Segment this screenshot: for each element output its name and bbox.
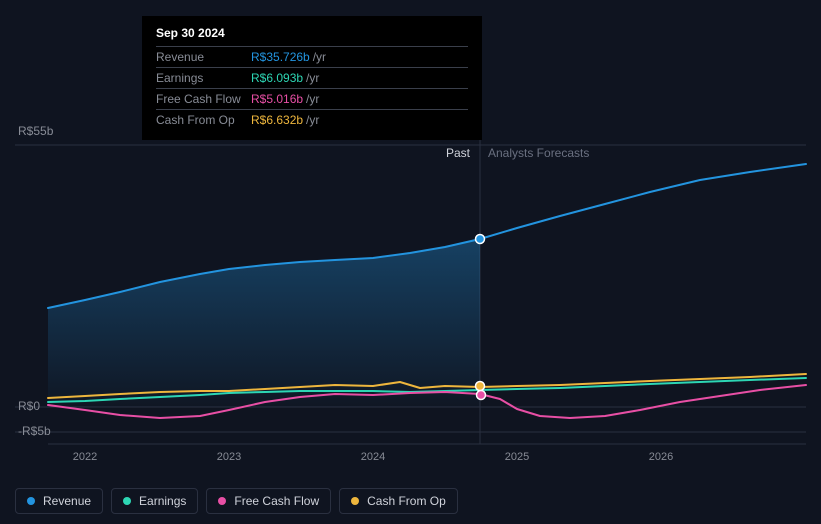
- legend-dot: [351, 497, 359, 505]
- financials-chart: Sep 30 2024 RevenueR$35.726b/yrEarningsR…: [0, 0, 821, 524]
- tooltip-date: Sep 30 2024: [156, 26, 468, 46]
- tooltip-row: EarningsR$6.093b/yr: [156, 67, 468, 88]
- tooltip-row: RevenueR$35.726b/yr: [156, 46, 468, 67]
- tooltip-metric-unit: /yr: [313, 50, 326, 64]
- tooltip-metric-unit: /yr: [306, 71, 319, 85]
- legend-label: Free Cash Flow: [234, 494, 319, 508]
- tooltip-metric-label: Cash From Op: [156, 113, 251, 127]
- chart-region-label: Past: [446, 146, 470, 160]
- tooltip-metric-value: R$6.632b: [251, 113, 303, 127]
- legend-item-earnings[interactable]: Earnings: [111, 488, 198, 514]
- tooltip-metric-label: Revenue: [156, 50, 251, 64]
- chart-tooltip: Sep 30 2024 RevenueR$35.726b/yrEarningsR…: [142, 16, 482, 140]
- x-axis-label: 2022: [73, 451, 97, 463]
- legend-label: Cash From Op: [367, 494, 446, 508]
- tooltip-row: Free Cash FlowR$5.016b/yr: [156, 88, 468, 109]
- x-axis-label: 2023: [217, 451, 241, 463]
- tooltip-metric-unit: /yr: [306, 113, 319, 127]
- tooltip-row: Cash From OpR$6.632b/yr: [156, 109, 468, 130]
- legend-item-revenue[interactable]: Revenue: [15, 488, 103, 514]
- y-axis-label: R$55b: [18, 124, 53, 138]
- legend-item-fcf[interactable]: Free Cash Flow: [206, 488, 331, 514]
- legend-dot: [218, 497, 226, 505]
- x-axis-label: 2025: [505, 451, 529, 463]
- legend-dot: [27, 497, 35, 505]
- tooltip-metric-unit: /yr: [306, 92, 319, 106]
- legend-item-cfo[interactable]: Cash From Op: [339, 488, 458, 514]
- tooltip-metric-value: R$6.093b: [251, 71, 303, 85]
- x-axis-label: 2026: [649, 451, 673, 463]
- y-axis-label: R$0: [18, 399, 40, 413]
- chart-region-label: Analysts Forecasts: [488, 146, 589, 160]
- tooltip-metric-value: R$5.016b: [251, 92, 303, 106]
- legend-label: Earnings: [139, 494, 186, 508]
- tooltip-metric-label: Free Cash Flow: [156, 92, 251, 106]
- chart-legend: Revenue Earnings Free Cash Flow Cash From O…: [15, 488, 458, 514]
- legend-dot: [123, 497, 131, 505]
- legend-label: Revenue: [43, 494, 91, 508]
- x-axis-label: 2024: [361, 451, 385, 463]
- tooltip-metric-label: Earnings: [156, 71, 251, 85]
- y-axis-label: -R$5b: [18, 424, 51, 438]
- tooltip-metric-value: R$35.726b: [251, 50, 310, 64]
